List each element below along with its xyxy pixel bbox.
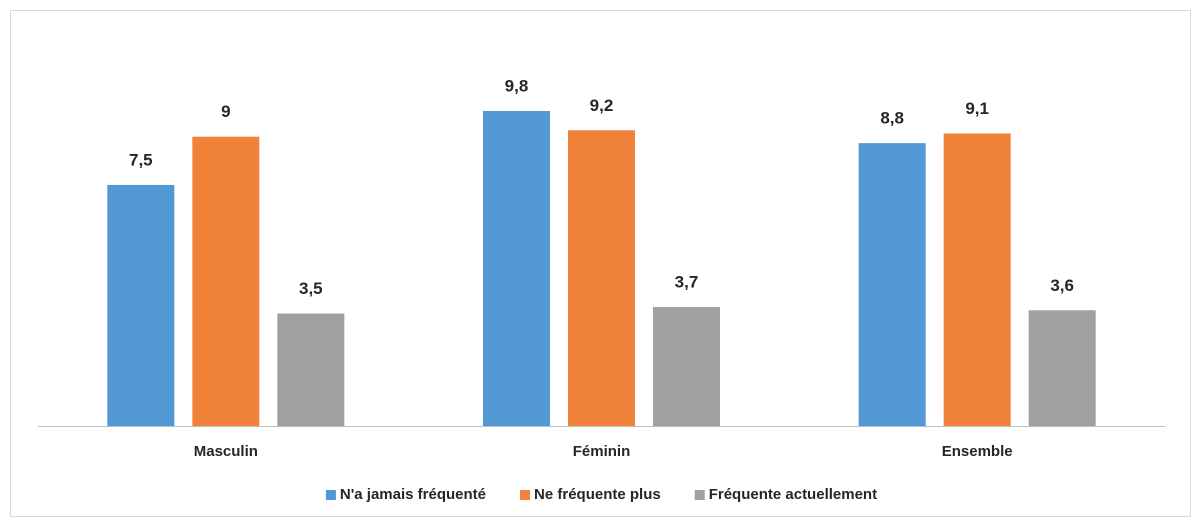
value-label: 8,8	[880, 109, 904, 128]
value-label: 9,2	[590, 96, 614, 115]
bar	[107, 184, 175, 426]
value-label: 9,1	[965, 99, 989, 118]
legend-label: Fréquente actuellement	[709, 486, 877, 503]
legend-swatch	[325, 490, 336, 500]
legend-swatch	[694, 490, 705, 500]
value-label: 3,7	[675, 273, 699, 292]
bar	[943, 133, 1011, 426]
legend-swatch	[520, 490, 531, 500]
value-label: 9	[221, 102, 230, 121]
bar	[653, 307, 720, 426]
bar	[568, 130, 635, 427]
value-label: 9,8	[505, 76, 529, 95]
bar	[277, 313, 345, 426]
value-label: 3,5	[299, 279, 323, 298]
bar	[483, 111, 550, 426]
legend-label: Ne fréquente plus	[534, 486, 661, 503]
x-tick-label: Masculin	[194, 443, 258, 460]
bar	[858, 143, 926, 426]
bar	[192, 136, 260, 426]
x-tick-label: Féminin	[573, 443, 631, 460]
value-label: 7,5	[129, 150, 153, 169]
bar	[1028, 310, 1096, 426]
value-label: 3,6	[1050, 276, 1074, 295]
x-tick-label: Ensemble	[942, 443, 1013, 460]
legend-label: N'a jamais fréquenté	[340, 486, 486, 503]
